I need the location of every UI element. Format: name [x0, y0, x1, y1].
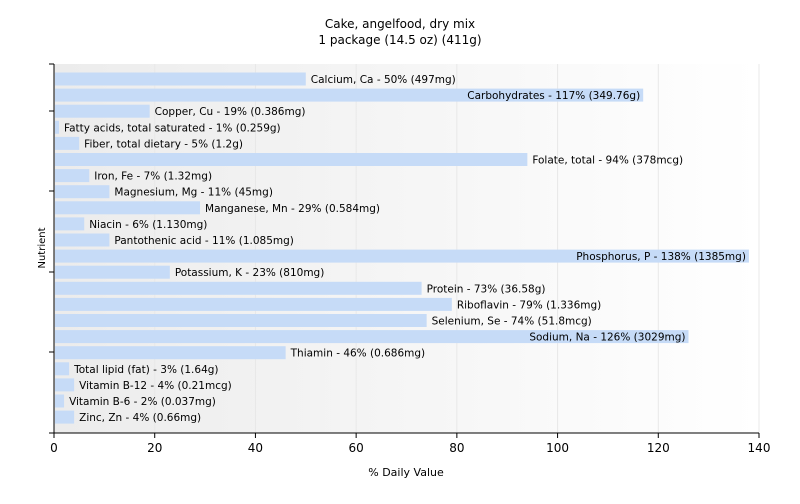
bar: [55, 169, 90, 183]
bar: [55, 265, 170, 279]
x-tick-label: 100: [546, 441, 569, 455]
bar-label: Vitamin B-12 - 4% (0.21mcg): [79, 380, 232, 392]
bar-label: Niacin - 6% (1.130mg): [89, 219, 207, 231]
bar: [55, 394, 65, 408]
bar: [55, 72, 306, 86]
bar-label: Riboflavin - 79% (1.336mg): [457, 299, 601, 311]
x-tick-label: 0: [50, 441, 58, 455]
bar-label: Fatty acids, total saturated - 1% (0.259…: [64, 122, 281, 134]
bar: [55, 136, 80, 150]
bar-labels: Calcium, Ca - 50% (497mg) Carbohydrates -…: [64, 74, 746, 424]
plot-background: [54, 64, 759, 433]
bar-label: Folate, total - 94% (378mcg): [532, 155, 683, 167]
x-tick-label: 60: [349, 441, 364, 455]
bar: [55, 297, 452, 311]
bar-label: Copper, Cu - 19% (0.386mg): [155, 106, 306, 118]
bar: [55, 281, 422, 295]
x-axis-label: % Daily Value: [368, 466, 444, 479]
bar: [55, 88, 644, 102]
bar: [55, 201, 201, 215]
bar-label: Magnesium, Mg - 11% (45mg): [114, 187, 273, 199]
bar: [55, 185, 110, 199]
bar-label: Iron, Fe - 7% (1.32mg): [94, 171, 212, 183]
bar: [55, 346, 286, 360]
x-tick-label: 20: [147, 441, 162, 455]
bar-label: Potassium, K - 23% (810mg): [175, 267, 325, 279]
bar: [55, 378, 75, 392]
bar-label: Zinc, Zn - 4% (0.66mg): [79, 412, 201, 424]
bar-label: Sodium, Na - 126% (3029mg): [529, 332, 685, 344]
bar: [55, 410, 75, 424]
bar-label: Protein - 73% (36.58g): [427, 283, 546, 295]
axes: 0 20 40 60 80 100 120 140: [49, 63, 771, 455]
x-tick-label: 120: [647, 441, 670, 455]
bar-label: Calcium, Ca - 50% (497mg): [311, 74, 456, 86]
bar-label: Phosphorus, P - 138% (1385mg): [576, 251, 746, 263]
bar: [55, 330, 689, 344]
bar: [55, 153, 528, 166]
bar: [55, 217, 85, 231]
bar-label: Carbohydrates - 117% (349.76g): [467, 90, 640, 102]
y-axis-label: Nutrient: [37, 227, 48, 268]
bar: [55, 233, 110, 247]
bar: [55, 120, 60, 134]
bar: [55, 104, 150, 118]
bar: [55, 249, 749, 263]
bar-label: Total lipid (fat) - 3% (1.64g): [73, 364, 218, 376]
bar: [55, 362, 70, 376]
x-tick-label: 140: [748, 441, 771, 455]
bar-label: Manganese, Mn - 29% (0.584mg): [205, 203, 380, 215]
chart-title: Cake, angelfood, dry mix: [325, 17, 475, 31]
chart-subtitle: 1 package (14.5 oz) (411g): [318, 33, 481, 47]
x-tick-label: 80: [449, 441, 464, 455]
bar: [55, 314, 427, 327]
bar-label: Selenium, Se - 74% (51.8mcg): [432, 316, 592, 328]
x-tick-label: 40: [248, 441, 263, 455]
grid: [154, 64, 760, 433]
bar-label: Thiamin - 46% (0.686mg): [290, 348, 426, 360]
bar-label: Fiber, total dietary - 5% (1.2g): [84, 138, 243, 150]
bar-label: Pantothenic acid - 11% (1.085mg): [114, 235, 293, 247]
bar-label: Vitamin B-6 - 2% (0.037mg): [69, 396, 216, 408]
bars: [55, 72, 749, 424]
